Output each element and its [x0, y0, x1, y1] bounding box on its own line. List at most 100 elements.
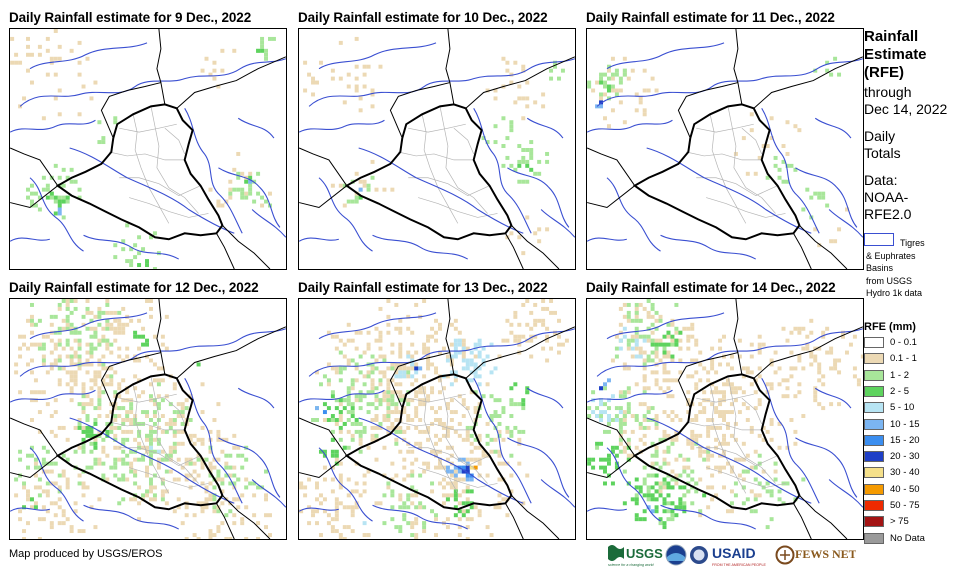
panel-title: Daily Rainfall estimate for 12 Dec., 202… [9, 280, 259, 295]
legend-label: No Data [890, 532, 925, 544]
legend-swatch [864, 532, 884, 544]
province-boundaries [398, 106, 498, 224]
legend-item: 15 - 20 [864, 434, 964, 448]
legend-item: 40 - 50 [864, 483, 964, 497]
date-label: Dec 14, 2022 [864, 101, 948, 117]
panel-title: Daily Rainfall estimate for 13 Dec., 202… [298, 280, 548, 295]
legend-swatch [864, 369, 884, 381]
legend-swatch [864, 516, 884, 528]
agency-logos: USGS science for a changing world USAID … [608, 544, 856, 567]
country-borders [10, 299, 286, 539]
rainfall-map [299, 299, 575, 539]
country-borders [299, 29, 575, 269]
precipitation-layer [303, 36, 565, 256]
usaid-tagline: FROM THE AMERICAN PEOPLE [712, 563, 766, 567]
side-title-line: Rainfall [864, 28, 919, 45]
usgs-tagline: science for a changing world [608, 563, 655, 567]
iraq-boundary [344, 373, 513, 511]
precipitation-layer [10, 29, 276, 269]
daily-label: Daily [864, 128, 896, 144]
legend-swatch [864, 337, 884, 348]
rainfall-map [587, 29, 863, 269]
rainfall-map [10, 29, 286, 269]
basin-line: Hydro 1k data [866, 288, 923, 298]
fews-net-logo: FEWS NET [775, 545, 856, 565]
precipitation-layer [14, 299, 272, 539]
legend-swatch [864, 451, 884, 463]
precipitation-layer [299, 299, 569, 539]
legend-item: 2 - 5 [864, 385, 964, 399]
usgs-logo: USGS science for a changing world [608, 545, 663, 567]
side-title-line: Estimate [864, 46, 927, 63]
legend-label: 10 - 15 [890, 418, 920, 430]
legend-swatch [864, 483, 884, 495]
country-borders [587, 299, 863, 539]
basin-line: Tigres [900, 238, 925, 248]
rainfall-map [10, 299, 286, 539]
country-borders [587, 29, 863, 269]
fews-text: FEWS NET [795, 547, 856, 561]
legend-swatch [864, 500, 884, 511]
basin-legend-text: Tigres & Euphrates Basins from USGS Hydr… [864, 237, 967, 300]
panel-title: Daily Rainfall estimate for 14 Dec., 202… [586, 280, 836, 295]
province-boundaries [686, 376, 786, 494]
legend-title: RFE (mm) [864, 321, 916, 333]
iraq-boundary [55, 373, 224, 511]
province-boundaries [109, 106, 209, 224]
legend-label: 30 - 40 [890, 467, 920, 479]
rainfall-map [298, 28, 576, 270]
usaid-text: USAID [712, 545, 756, 561]
legend-swatch [864, 418, 884, 430]
legend-label: 0 - 0.1 [890, 337, 917, 348]
legend-swatch [864, 353, 884, 365]
basin-line: & Euphrates [866, 250, 916, 261]
rainfall-map [586, 28, 864, 270]
legend-item: 0 - 0.1 [864, 337, 964, 350]
side-title-line: (RFE) [864, 64, 904, 81]
legend-swatch [864, 434, 884, 446]
data-label: Data: [864, 172, 898, 188]
rainfall-map [9, 28, 287, 270]
legend-item: 1 - 2 [864, 369, 964, 383]
iraq-boundary [344, 103, 513, 241]
basin-lines [587, 42, 863, 260]
basin-line: from USGS [866, 275, 913, 286]
legend-swatch [864, 402, 884, 414]
basin-lines [299, 42, 575, 260]
legend-swatch [864, 385, 884, 397]
legend-label: 20 - 30 [890, 451, 920, 463]
usgs-text: USGS [626, 546, 663, 561]
iraq-boundary [632, 103, 801, 241]
totals-label: Totals [864, 145, 901, 161]
legend-item: 10 - 15 [864, 418, 964, 432]
precipitation-layer [587, 299, 863, 530]
rainfall-map [9, 298, 287, 540]
legend-label: > 75 [890, 516, 909, 528]
legend-item: No Data [864, 532, 964, 546]
basin-swatch [864, 233, 894, 246]
legend-label: 50 - 75 [890, 500, 920, 511]
legend-label: 1 - 2 [890, 369, 910, 381]
dhs-seal-logo [690, 546, 708, 564]
legend-item: 5 - 10 [864, 402, 964, 415]
legend-item: > 75 [864, 516, 964, 529]
through-label: through [864, 84, 912, 100]
country-borders [10, 29, 286, 269]
panel-title: Daily Rainfall estimate for 9 Dec., 2022 [9, 10, 252, 25]
rainfall-map [299, 29, 575, 269]
legend-item: 20 - 30 [864, 451, 964, 464]
precipitation-layer [587, 56, 849, 248]
basin-lines [10, 42, 286, 260]
data-source: RFE2.0 [864, 206, 912, 222]
province-boundaries [109, 376, 209, 494]
iraq-boundary [632, 373, 801, 511]
iraq-boundary [55, 103, 224, 241]
panel-title: Daily Rainfall estimate for 10 Dec., 202… [298, 10, 548, 25]
noaa-logo [665, 544, 687, 566]
legend-item: 50 - 75 [864, 500, 964, 513]
basin-lines [10, 312, 286, 530]
legend-item: 0.1 - 1 [864, 353, 964, 366]
credit-text: Map produced by USGS/EROS [9, 548, 163, 560]
data-source: NOAA- [864, 189, 909, 205]
legend-label: 40 - 50 [890, 483, 920, 495]
